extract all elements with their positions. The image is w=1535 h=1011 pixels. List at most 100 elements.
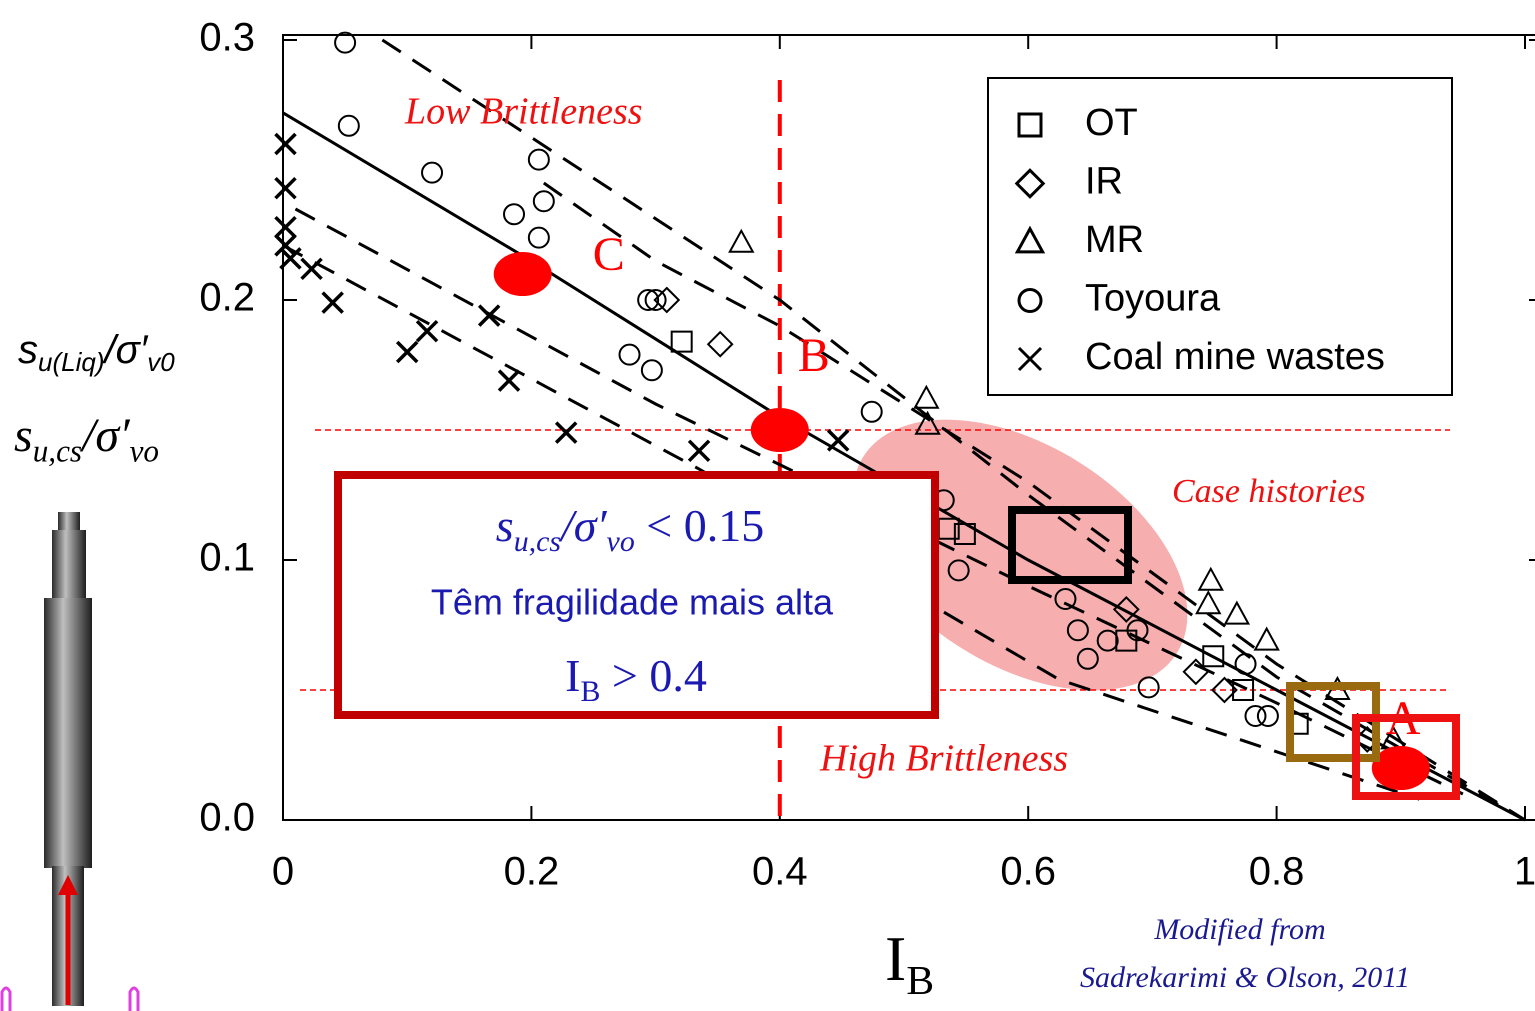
point (644, 289, 667, 311)
y-tick-label: 0.3 (199, 16, 255, 60)
x-tick-label: 1 (1514, 850, 1535, 894)
point (503, 203, 526, 226)
point (497, 369, 521, 392)
x-tick-label: 0 (272, 850, 294, 894)
text-part: u,cs (514, 525, 561, 558)
trend-line (282, 244, 1420, 801)
text-part: vo (130, 434, 159, 469)
text-part: B (906, 957, 934, 1003)
y-tick-label: 0.2 (199, 276, 255, 320)
text-part: I (565, 650, 580, 701)
y-tick-label: 0.1 (199, 536, 255, 580)
y-axis-label: su(Liq)/σ′v0 (18, 328, 175, 377)
text-part: /σ′ (79, 409, 131, 462)
y-tick-label: 0.0 (199, 796, 255, 840)
legend-marker (1017, 288, 1043, 313)
point (1195, 590, 1222, 615)
callout-text: Têm fragilidade mais alta (431, 582, 834, 623)
text-part: v0 (147, 347, 175, 377)
point (1054, 588, 1077, 610)
point (1096, 629, 1119, 652)
legend-marker (1017, 346, 1043, 372)
callout-text: IB > 0.4 (565, 650, 707, 708)
point (913, 384, 940, 409)
point (1244, 705, 1267, 727)
text-part: vo (607, 525, 635, 558)
point (274, 215, 297, 239)
point (1182, 658, 1210, 686)
point (1076, 647, 1099, 670)
highlight-point (493, 252, 552, 296)
point (321, 291, 344, 314)
highlight-point (1371, 746, 1430, 790)
x-axis-label: IB (885, 923, 934, 1003)
point (395, 340, 419, 364)
point (337, 114, 360, 137)
annotation: Case histories (1172, 473, 1366, 510)
source-note: Sadrekarimi & Olson, 2011 (1080, 961, 1410, 994)
point (670, 330, 693, 353)
text-part: s (496, 500, 514, 551)
legend-marker (1014, 225, 1046, 254)
highlight-point (750, 408, 809, 452)
legend: OT IR MR Toyoura Coal mine wastes (1014, 102, 1385, 378)
point (527, 226, 550, 249)
point (1202, 645, 1225, 668)
text-part: /σ′ (101, 328, 148, 372)
point (477, 304, 501, 327)
x-tick-label: 0.2 (504, 850, 560, 894)
point (637, 289, 660, 311)
point (947, 559, 970, 582)
plot-frame (282, 34, 1535, 821)
point (640, 359, 663, 382)
decor (128, 986, 140, 1011)
point (1234, 653, 1257, 675)
callout-box (334, 471, 939, 719)
point (300, 257, 323, 281)
text-part: B (580, 675, 600, 708)
highlight-box (1008, 506, 1132, 584)
point (1253, 626, 1280, 651)
text-part: < 0.15 (635, 500, 764, 551)
point (554, 421, 578, 444)
x-tick-label: 0.6 (1000, 850, 1056, 894)
point (532, 190, 555, 213)
annotation: Low Brittleness (404, 91, 643, 133)
callout-text: su,cs/σ′vo < 0.15 (496, 500, 764, 558)
text-part: /σ′ (558, 500, 607, 551)
legend-label: Toyoura (1085, 278, 1221, 320)
point (274, 176, 297, 200)
point (274, 234, 297, 257)
point (953, 523, 976, 545)
point (415, 319, 439, 343)
point-label: C (593, 228, 625, 281)
point (826, 429, 850, 452)
x-tick-label: 0.8 (1249, 850, 1305, 894)
text-part: I (885, 923, 906, 994)
point-label: B (798, 329, 830, 382)
decor (0, 986, 12, 1011)
trend-line (542, 181, 1526, 822)
text-part: s (14, 409, 33, 462)
point (1197, 566, 1224, 591)
legend-label: IR (1085, 161, 1123, 203)
point (653, 286, 681, 314)
text-part: > 0.4 (600, 650, 706, 701)
point (421, 161, 444, 184)
point (618, 343, 641, 366)
point (706, 330, 734, 358)
trend-line (294, 207, 1464, 796)
x-tick-label: 0.4 (752, 850, 808, 894)
point (914, 410, 941, 435)
point (1211, 676, 1238, 704)
point (860, 400, 883, 423)
point (1256, 705, 1279, 727)
point (1137, 676, 1160, 699)
highlight-box (1352, 714, 1460, 800)
point (1066, 619, 1089, 642)
y-axis-label: su,cs/σ′vo (14, 409, 159, 469)
point (728, 228, 755, 253)
